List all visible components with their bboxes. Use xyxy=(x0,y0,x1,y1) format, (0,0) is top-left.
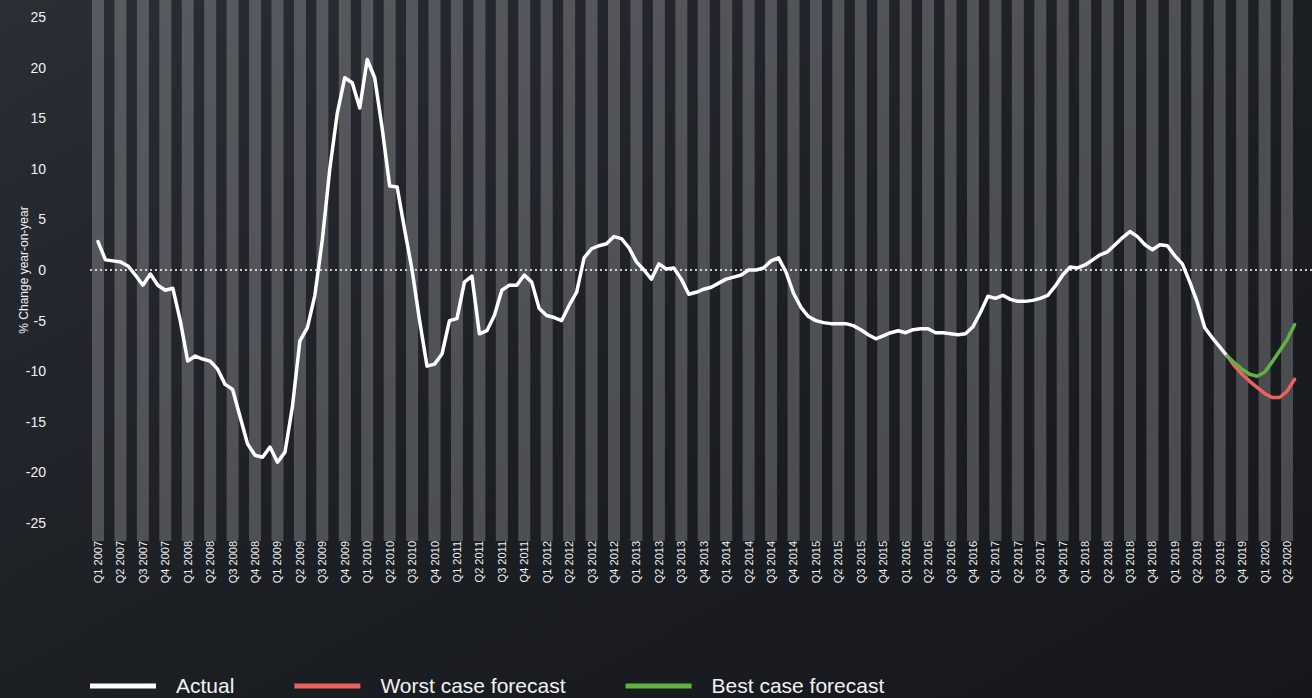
legend: Actual Worst case forecast Best case forec… xyxy=(90,674,884,697)
x-tick-label: Q1 2012 xyxy=(541,541,553,583)
x-tick-label: Q2 2014 xyxy=(743,541,755,583)
x-tick-label: Q4 2013 xyxy=(698,541,710,583)
legend-label: Worst case forecast xyxy=(380,674,565,697)
legend-swatch xyxy=(294,684,360,689)
x-tick-label: Q4 2007 xyxy=(159,541,171,583)
x-tick-label: Q2 2008 xyxy=(204,541,216,583)
x-tick-label: Q4 2016 xyxy=(967,541,979,583)
x-tick-label: Q3 2010 xyxy=(406,541,418,583)
x-tick-label: Q3 2012 xyxy=(586,541,598,583)
x-tick-label: Q3 2018 xyxy=(1124,541,1136,583)
y-axis: -25 -20 -15 -10 -5 0 5 10 15 20 25 xyxy=(26,9,1312,531)
x-tick-label: Q1 2020 xyxy=(1259,541,1271,583)
y-tick-label: -20 xyxy=(26,464,46,480)
x-tick-label: Q1 2019 xyxy=(1169,541,1181,583)
y-axis-title: % Change year-on-year xyxy=(17,206,31,333)
x-tick-label: Q4 2014 xyxy=(787,541,799,583)
x-axis: Q1 2007 Q2 2007 Q3 2007 Q4 2007 Q1 2008 Q2 20… xyxy=(92,0,1293,583)
x-tick-label: Q3 2019 xyxy=(1214,541,1226,583)
x-tick-label: Q1 2009 xyxy=(271,541,283,583)
stripe xyxy=(877,0,889,541)
x-tick-label: Q1 2013 xyxy=(630,541,642,583)
x-tick-label: Q3 2009 xyxy=(316,541,328,583)
stripe xyxy=(832,0,844,541)
y-tick-label: -10 xyxy=(26,363,46,379)
x-tick-label: Q3 2011 xyxy=(496,541,508,582)
y-tick-label: -5 xyxy=(34,313,47,329)
x-tick-label: Q1 2017 xyxy=(989,541,1001,583)
x-tick-label: Q4 2015 xyxy=(877,541,889,583)
x-tick-label: Q1 2016 xyxy=(900,541,912,583)
x-tick-label: Q4 2018 xyxy=(1146,541,1158,583)
stripe xyxy=(608,0,620,541)
x-tick-label: Q4 2019 xyxy=(1236,541,1248,583)
x-tick-label: Q1 2018 xyxy=(1079,541,1091,583)
x-tick-label: Q1 2008 xyxy=(182,541,194,583)
x-tick-label: Q1 2010 xyxy=(361,541,373,583)
x-tick-label: Q3 2007 xyxy=(137,541,149,583)
x-tick-label: Q2 2015 xyxy=(832,541,844,583)
series-line xyxy=(1227,325,1294,377)
x-tick-label: Q3 2013 xyxy=(675,541,687,583)
stripe xyxy=(92,0,104,541)
x-tick-label: Q3 2014 xyxy=(765,541,777,583)
x-tick-label: Q3 2008 xyxy=(227,541,239,583)
x-tick-label: Q2 2009 xyxy=(294,541,306,583)
legend-swatch xyxy=(90,684,156,689)
x-tick-label: Q4 2012 xyxy=(608,541,620,583)
chart: Q1 2007 Q2 2007 Q3 2007 Q4 2007 Q1 2008 Q2 20… xyxy=(0,0,1312,698)
y-tick-label: 5 xyxy=(38,211,46,227)
stripe xyxy=(922,0,934,541)
x-tick-label: Q4 2008 xyxy=(249,541,261,583)
background xyxy=(0,0,1312,698)
y-tick-label: -15 xyxy=(26,414,46,430)
stripe xyxy=(137,0,149,541)
plot-lines xyxy=(98,60,1295,463)
stripe xyxy=(1012,0,1024,541)
series-line xyxy=(98,60,1227,463)
x-tick-label: Q1 2014 xyxy=(720,541,732,583)
y-tick-label: 10 xyxy=(30,161,46,177)
x-tick-label: Q2 2019 xyxy=(1191,541,1203,583)
stripe xyxy=(787,0,799,541)
x-tick-label: Q3 2015 xyxy=(855,541,867,583)
x-tick-label: Q2 2011 xyxy=(473,541,485,582)
y-tick-label: 0 xyxy=(38,262,46,278)
x-tick-label: Q2 2012 xyxy=(563,541,575,583)
stripe xyxy=(698,0,710,541)
legend-label: Actual xyxy=(176,674,234,697)
x-tick-label: Q3 2017 xyxy=(1034,541,1046,583)
legend-swatch xyxy=(626,684,692,689)
x-tick-label: Q2 2020 xyxy=(1281,541,1293,583)
x-tick-label: Q2 2013 xyxy=(653,541,665,583)
y-tick-label: -25 xyxy=(26,515,46,531)
zero-line xyxy=(90,269,1312,271)
x-tick-label: Q2 2007 xyxy=(114,541,126,583)
x-tick-label: Q2 2018 xyxy=(1102,541,1114,583)
x-tick-label: Q2 2010 xyxy=(384,541,396,583)
y-tick-label: 25 xyxy=(30,9,46,25)
x-tick-label: Q1 2015 xyxy=(810,541,822,583)
y-tick-label: 20 xyxy=(30,60,46,76)
x-tick-label: Q1 2007 xyxy=(92,541,104,583)
legend-label: Best case forecast xyxy=(712,674,885,697)
stripe xyxy=(563,0,575,541)
x-tick-label: Q2 2017 xyxy=(1012,541,1024,583)
x-tick-label: Q2 2016 xyxy=(922,541,934,583)
series-line xyxy=(1227,356,1294,397)
x-tick-label: Q4 2009 xyxy=(339,541,351,583)
x-tick-label: Q4 2011 xyxy=(518,541,530,582)
x-tick-label: Q4 2017 xyxy=(1057,541,1069,583)
y-tick-label: 15 xyxy=(30,110,46,126)
x-tick-label: Q3 2016 xyxy=(945,541,957,583)
x-tick-label: Q4 2010 xyxy=(429,541,441,583)
x-tick-label: Q1 2011 xyxy=(451,541,463,582)
stripe xyxy=(967,0,979,541)
